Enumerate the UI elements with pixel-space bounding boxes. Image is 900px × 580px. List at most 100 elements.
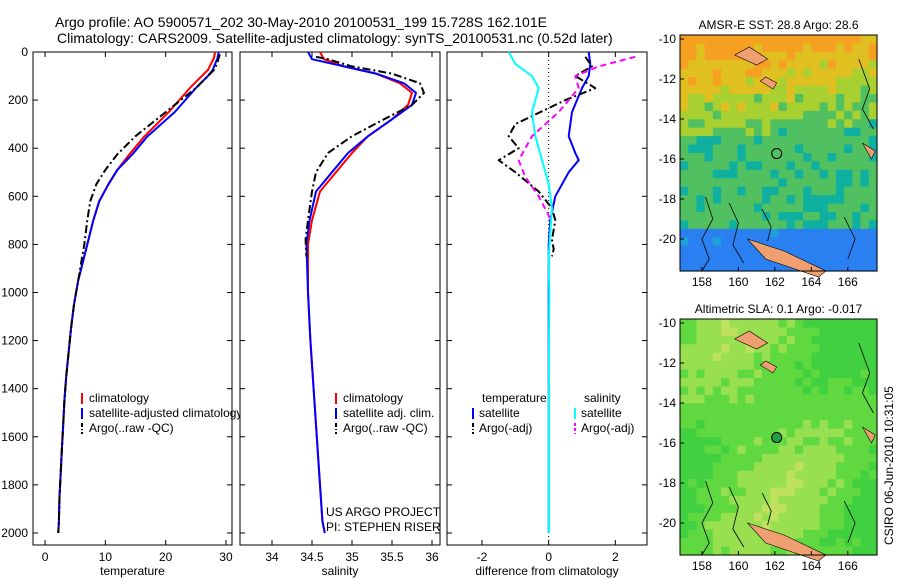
sst_map-cell <box>688 212 698 222</box>
sla_map-cell <box>729 529 739 539</box>
sla_map-cell <box>762 512 771 522</box>
sla_map-cell <box>721 428 730 438</box>
sst_map-cell <box>721 119 730 129</box>
sla_map-cell <box>721 403 730 413</box>
sla_map-cell <box>688 470 698 480</box>
sla_map-cell <box>794 462 804 472</box>
sla_map-contour <box>858 342 874 414</box>
sla_map-cell <box>712 470 722 480</box>
sla_map-cell <box>860 538 870 548</box>
sla_map-cell <box>868 453 878 463</box>
sla_map-cell <box>827 521 837 531</box>
sst_map-cell <box>827 144 837 154</box>
sst_map-cell <box>745 127 755 137</box>
sla_map-cell <box>712 335 722 345</box>
sla_map-cell <box>803 378 812 388</box>
sla_map-cell <box>860 437 870 447</box>
sst_map-cell <box>852 212 862 222</box>
sst_map-cell <box>827 94 837 104</box>
sst_map-cell <box>737 144 747 154</box>
sla_map-cell <box>786 411 796 421</box>
sla_map-cell <box>680 378 689 388</box>
sst_map-cell <box>819 245 829 255</box>
sla_map-cell <box>868 479 878 489</box>
sst_map-cell <box>803 237 812 247</box>
sla_map-cell <box>868 445 878 455</box>
sst_map-cell <box>770 195 780 205</box>
sla_map-cell <box>753 403 763 413</box>
sst_map-cell <box>712 43 722 53</box>
sla_map-cell <box>778 479 788 489</box>
sst_map-cell <box>753 85 763 95</box>
difference-series-line <box>507 51 553 533</box>
sst_map-cell <box>860 178 870 188</box>
sla_map-cell <box>794 361 804 371</box>
sst_map-cell <box>721 68 730 78</box>
sst_map-cell <box>827 195 837 205</box>
sla_map-cell <box>688 504 698 514</box>
sla_map-cell <box>729 344 739 354</box>
sla_map-cell <box>745 479 755 489</box>
sst_map-cell <box>786 144 796 154</box>
sst_map-cell <box>860 228 870 238</box>
sst_map-cell <box>688 43 698 53</box>
sst_map-cell <box>745 110 755 120</box>
sst_map-cell <box>811 220 821 230</box>
sst_map-cell <box>844 85 853 95</box>
sst_map-cell <box>721 77 730 87</box>
sst_map-cell <box>721 35 730 45</box>
sla_map-cell <box>721 369 730 379</box>
sst_map-cell <box>737 220 747 230</box>
sst_map-cell <box>680 186 689 196</box>
sla_map-cell <box>778 327 788 337</box>
sst_map-cell <box>868 43 878 53</box>
sla_map-cell <box>688 521 698 531</box>
sst_map-cell <box>811 186 821 196</box>
sla_map-cell <box>762 386 771 396</box>
sla_map-cell <box>737 538 747 548</box>
sst_map-cell <box>762 51 771 61</box>
sla_map-cell <box>729 470 739 480</box>
sla_map-cell <box>786 470 796 480</box>
sla_map-cell <box>794 512 804 522</box>
sla_map-cell <box>811 512 821 522</box>
sst_map-cell <box>753 262 763 272</box>
sla_map-cell <box>844 327 853 337</box>
sla_map-cell <box>868 327 878 337</box>
sst_map-cell <box>737 212 747 222</box>
sst_map-cell <box>745 85 755 95</box>
sst_map-cell <box>860 110 870 120</box>
sla_map-cell <box>762 504 771 514</box>
sst_map-cell <box>786 85 796 95</box>
sla_map-cell <box>835 327 845 337</box>
sst_map-cell <box>762 144 771 154</box>
sst_map-cell <box>803 153 812 163</box>
sst_map-cell <box>811 169 821 179</box>
sst_map-cell <box>712 212 722 222</box>
sst_map-cell <box>778 35 788 45</box>
sla_map-cell <box>696 470 706 480</box>
sst_map-cell <box>827 102 837 112</box>
salinity-legend-label: satellite adj. clim. <box>343 406 434 420</box>
sla_map-cell <box>729 512 739 522</box>
sst_map-cell <box>868 119 878 129</box>
sst_map-cell <box>827 178 837 188</box>
sla_map-cell <box>860 496 870 506</box>
sla_map-cell <box>778 496 788 506</box>
sla_map-cell <box>844 319 853 329</box>
sst_map-cell <box>680 94 689 104</box>
sst_map-cell <box>704 186 714 196</box>
sst_map-cell <box>729 119 739 129</box>
sla_map-cell <box>786 453 796 463</box>
sst_map-cell <box>803 220 812 230</box>
sst_map-cell <box>737 136 747 146</box>
sst_map-cell <box>827 110 837 120</box>
sst_map-cell <box>680 161 689 171</box>
sla_map-cell <box>770 369 780 379</box>
sst_map-cell <box>712 102 722 112</box>
sst_map-cell <box>786 119 796 129</box>
sla_map-cell <box>852 437 862 447</box>
sla_map-cell <box>712 361 722 371</box>
sla_map-cell <box>786 479 796 489</box>
sst_map-cell <box>753 136 763 146</box>
